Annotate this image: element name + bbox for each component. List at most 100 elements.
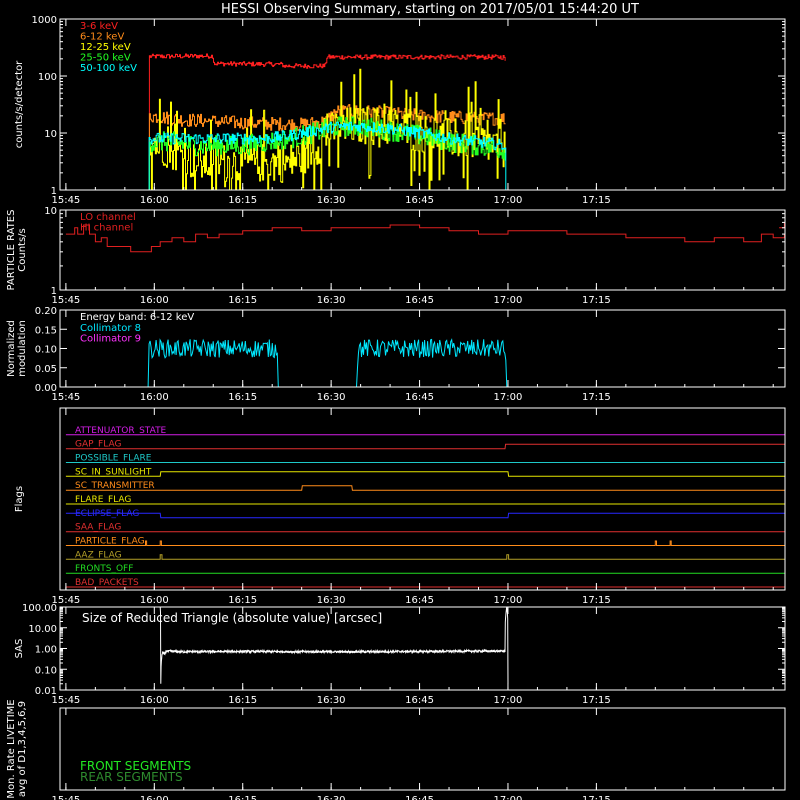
particle-xtick-label: 15:45 xyxy=(51,295,80,306)
modulation-plot-area xyxy=(65,338,785,387)
modulation-xtick-label: 17:00 xyxy=(494,392,523,403)
flag-line-sc-transmitter xyxy=(65,485,785,491)
modulation-ytick-label: 0.10 xyxy=(35,345,57,356)
particle-xtick-label: 16:00 xyxy=(140,295,169,306)
sas-ytick-label: 100.00 xyxy=(22,603,57,614)
particle-xtick-label: 16:30 xyxy=(317,295,346,306)
sas-ytick-label: 10.00 xyxy=(28,624,57,635)
legend-entry: Size of Reduced Triangle (absolute value… xyxy=(82,611,382,625)
counts-xtick-label: 16:15 xyxy=(228,195,257,206)
flag-line-particle-flag xyxy=(65,540,785,546)
flag-label: BAD_PACKETS xyxy=(75,578,139,588)
particle-frame xyxy=(59,209,786,291)
sas-xtick-label: 16:30 xyxy=(317,695,346,706)
legend-entry: LO channel xyxy=(80,212,136,223)
modulation-xtick-label: 16:15 xyxy=(228,392,257,403)
counts-xtick-label: 16:30 xyxy=(317,195,346,206)
legend-entry: FRONT SEGMENTS xyxy=(80,759,191,773)
flags-ylabel: Flags xyxy=(14,486,25,512)
counts-frame xyxy=(59,18,786,191)
flags-plot-area xyxy=(65,434,785,588)
sas-xtick-label: 16:45 xyxy=(405,695,434,706)
livetime-xtick-label: 16:30 xyxy=(317,795,346,800)
counts-xtick-label: 16:45 xyxy=(405,195,434,206)
sas-ytick-label: 1.00 xyxy=(35,645,57,656)
flag-label: SC_TRANSMITTER xyxy=(75,481,155,491)
legend-entry: REAR SEGMENTS xyxy=(80,770,183,784)
livetime-xtick-label: 16:45 xyxy=(405,795,434,800)
counts-xtick-label: 16:00 xyxy=(140,195,169,206)
livetime-ylabel-line: avg of D1,3,4,5,6,9 xyxy=(17,701,28,797)
modulation-ytick-label: 0.20 xyxy=(35,306,57,317)
counts-ytick-label: 10 xyxy=(44,129,57,140)
counts-xtick-label: 17:00 xyxy=(494,195,523,206)
particle-xtick-label: 16:45 xyxy=(405,295,434,306)
flags-frame xyxy=(59,407,786,591)
sas-ylabel: SAS xyxy=(14,639,25,659)
counts-series-line xyxy=(148,53,506,190)
particle-xtick-label: 17:15 xyxy=(582,295,611,306)
livetime-frame xyxy=(59,707,786,791)
flag-label: ATTENUATOR_STATE xyxy=(75,426,167,436)
flag-label: POSSIBLE_FLARE xyxy=(75,454,152,464)
counts-series-line xyxy=(65,121,785,190)
counts-series-line xyxy=(148,68,506,190)
counts-ylabel: counts/s/detector xyxy=(14,60,25,148)
sas-xtick-label: 17:00 xyxy=(494,695,523,706)
sas-ytick-label: 0.10 xyxy=(35,665,57,676)
flags-xtick-label: 16:45 xyxy=(405,595,434,606)
modulation-series-line xyxy=(65,338,785,387)
legend-entry: 25-50 keV xyxy=(80,53,131,64)
figure-title: HESSI Observing Summary, starting on 201… xyxy=(221,2,639,17)
flag-label: FLARE_FLAG xyxy=(75,495,131,505)
sas-xtick-label: 16:00 xyxy=(140,695,169,706)
particle-plot-area xyxy=(65,222,785,253)
legend-entry: HI channel xyxy=(80,223,133,234)
flags-xtick-label: 16:00 xyxy=(140,595,169,606)
legend-entry: 12-25 keV xyxy=(80,42,131,53)
sas-ytick-label: 0.01 xyxy=(35,686,57,697)
flag-label: SC_IN_SUNLIGHT xyxy=(75,467,152,477)
flags-xtick-label: 17:15 xyxy=(582,595,611,606)
livetime-xtick-label: 16:15 xyxy=(228,795,257,800)
counts-ytick-label: 100 xyxy=(38,72,57,83)
sas-series-line xyxy=(159,607,509,684)
particle-series-line xyxy=(65,224,785,253)
legend-entry: 6-12 keV xyxy=(80,32,124,43)
modulation-xtick-label: 16:30 xyxy=(317,392,346,403)
flags-xtick-label: 17:00 xyxy=(494,595,523,606)
particle-ytick-label: 1 xyxy=(51,286,57,297)
livetime-panel: 15:45 16:00 16:15 16:30 16:45 17:00 17:15 Mon. … xyxy=(6,699,786,800)
flag-line-gap-flag xyxy=(65,443,785,450)
sas-plot-area xyxy=(159,607,509,684)
modulation-ytick-label: 0.00 xyxy=(35,383,57,394)
modulation-ytick-label: 0.05 xyxy=(35,364,57,375)
legend-entry: Collimator 9 xyxy=(80,334,141,345)
livetime-xtick-label: 17:15 xyxy=(582,795,611,800)
modulation-xtick-label: 16:45 xyxy=(405,392,434,403)
flags-xtick-label: 15:45 xyxy=(51,595,80,606)
particle-xtick-label: 16:15 xyxy=(228,295,257,306)
flag-label: FRONTS_OFF xyxy=(75,564,133,574)
livetime-ylabel-line: Mon. Rate LIVETIME xyxy=(6,699,17,798)
particle-ylabel-line: Counts/s xyxy=(17,228,28,272)
counts-xtick-label: 17:15 xyxy=(582,195,611,206)
sas-panel: Size of Reduced Triangle (absolute value… xyxy=(14,603,786,706)
sas-xtick-label: 17:15 xyxy=(582,695,611,706)
flags-xtick-label: 16:30 xyxy=(317,595,346,606)
modulation-ylabel-line: Normalized xyxy=(6,320,17,377)
counts-plot-area xyxy=(65,53,785,190)
flag-label: SAA_FLAG xyxy=(75,523,121,533)
flag-label: AAZ_FLAG xyxy=(75,550,122,560)
particle-series-line xyxy=(779,222,785,229)
sas-xtick-label: 15:45 xyxy=(51,695,80,706)
particle-ylabel-line: PARTICLE RATES xyxy=(6,210,17,291)
flags-panel: ATTENUATOR_STATE GAP_FLAG POSSIBLE_FLARE SC… xyxy=(14,407,786,606)
particle-xtick-label: 17:00 xyxy=(494,295,523,306)
flags-xtick-label: 16:15 xyxy=(228,595,257,606)
particle-ytick-label: 10 xyxy=(44,206,57,217)
modulation-annotation: Energy band: 6-12 keV xyxy=(80,312,194,323)
